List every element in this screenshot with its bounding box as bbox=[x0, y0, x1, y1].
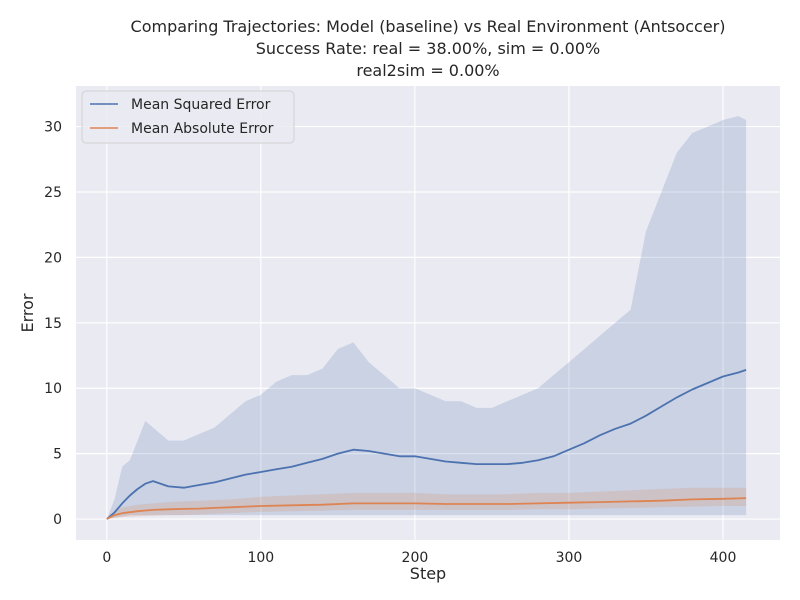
x-axis-ticks: 0 100 200 300 400 bbox=[102, 550, 736, 566]
y-tick-label: 5 bbox=[53, 447, 62, 463]
x-tick-label: 300 bbox=[556, 550, 583, 566]
line-mean-absolute-error bbox=[106, 497, 747, 520]
y-tick-label: 10 bbox=[44, 381, 62, 397]
title-line-2: Success Rate: real = 38.00%, sim = 0.00% bbox=[256, 39, 601, 58]
legend: Mean Squared Error Mean Absolute Error bbox=[81, 90, 295, 144]
y-tick-label: 15 bbox=[44, 316, 62, 332]
chart-title: Comparing Trajectories: Model (baseline)… bbox=[131, 17, 726, 80]
legend-label-mean-squared-error: Mean Squared Error bbox=[131, 97, 271, 113]
title-line-3: real2sim = 0.00% bbox=[356, 61, 499, 80]
title-line-1: Comparing Trajectories: Model (baseline)… bbox=[131, 17, 726, 36]
y-axis-ticks: 0 5 10 15 20 25 30 bbox=[44, 120, 62, 529]
legend-label-mean-absolute-error: Mean Absolute Error bbox=[131, 121, 274, 137]
y-tick-label: 30 bbox=[44, 120, 62, 136]
plot-area bbox=[76, 86, 780, 540]
y-tick-label: 25 bbox=[44, 185, 62, 201]
x-axis-label: Step bbox=[410, 564, 446, 583]
band-mean-squared-error bbox=[106, 116, 747, 520]
x-tick-label: 200 bbox=[402, 550, 429, 566]
x-tick-label: 0 bbox=[102, 550, 111, 566]
y-axis-label: Error bbox=[18, 293, 37, 332]
x-tick-label: 100 bbox=[247, 550, 274, 566]
x-tick-label: 400 bbox=[710, 550, 737, 566]
y-tick-label: 0 bbox=[53, 512, 62, 528]
series-lines bbox=[106, 369, 747, 520]
y-tick-label: 20 bbox=[44, 250, 62, 266]
line-mean-squared-error bbox=[106, 369, 747, 520]
grid bbox=[76, 86, 780, 540]
legend-box bbox=[81, 90, 295, 144]
